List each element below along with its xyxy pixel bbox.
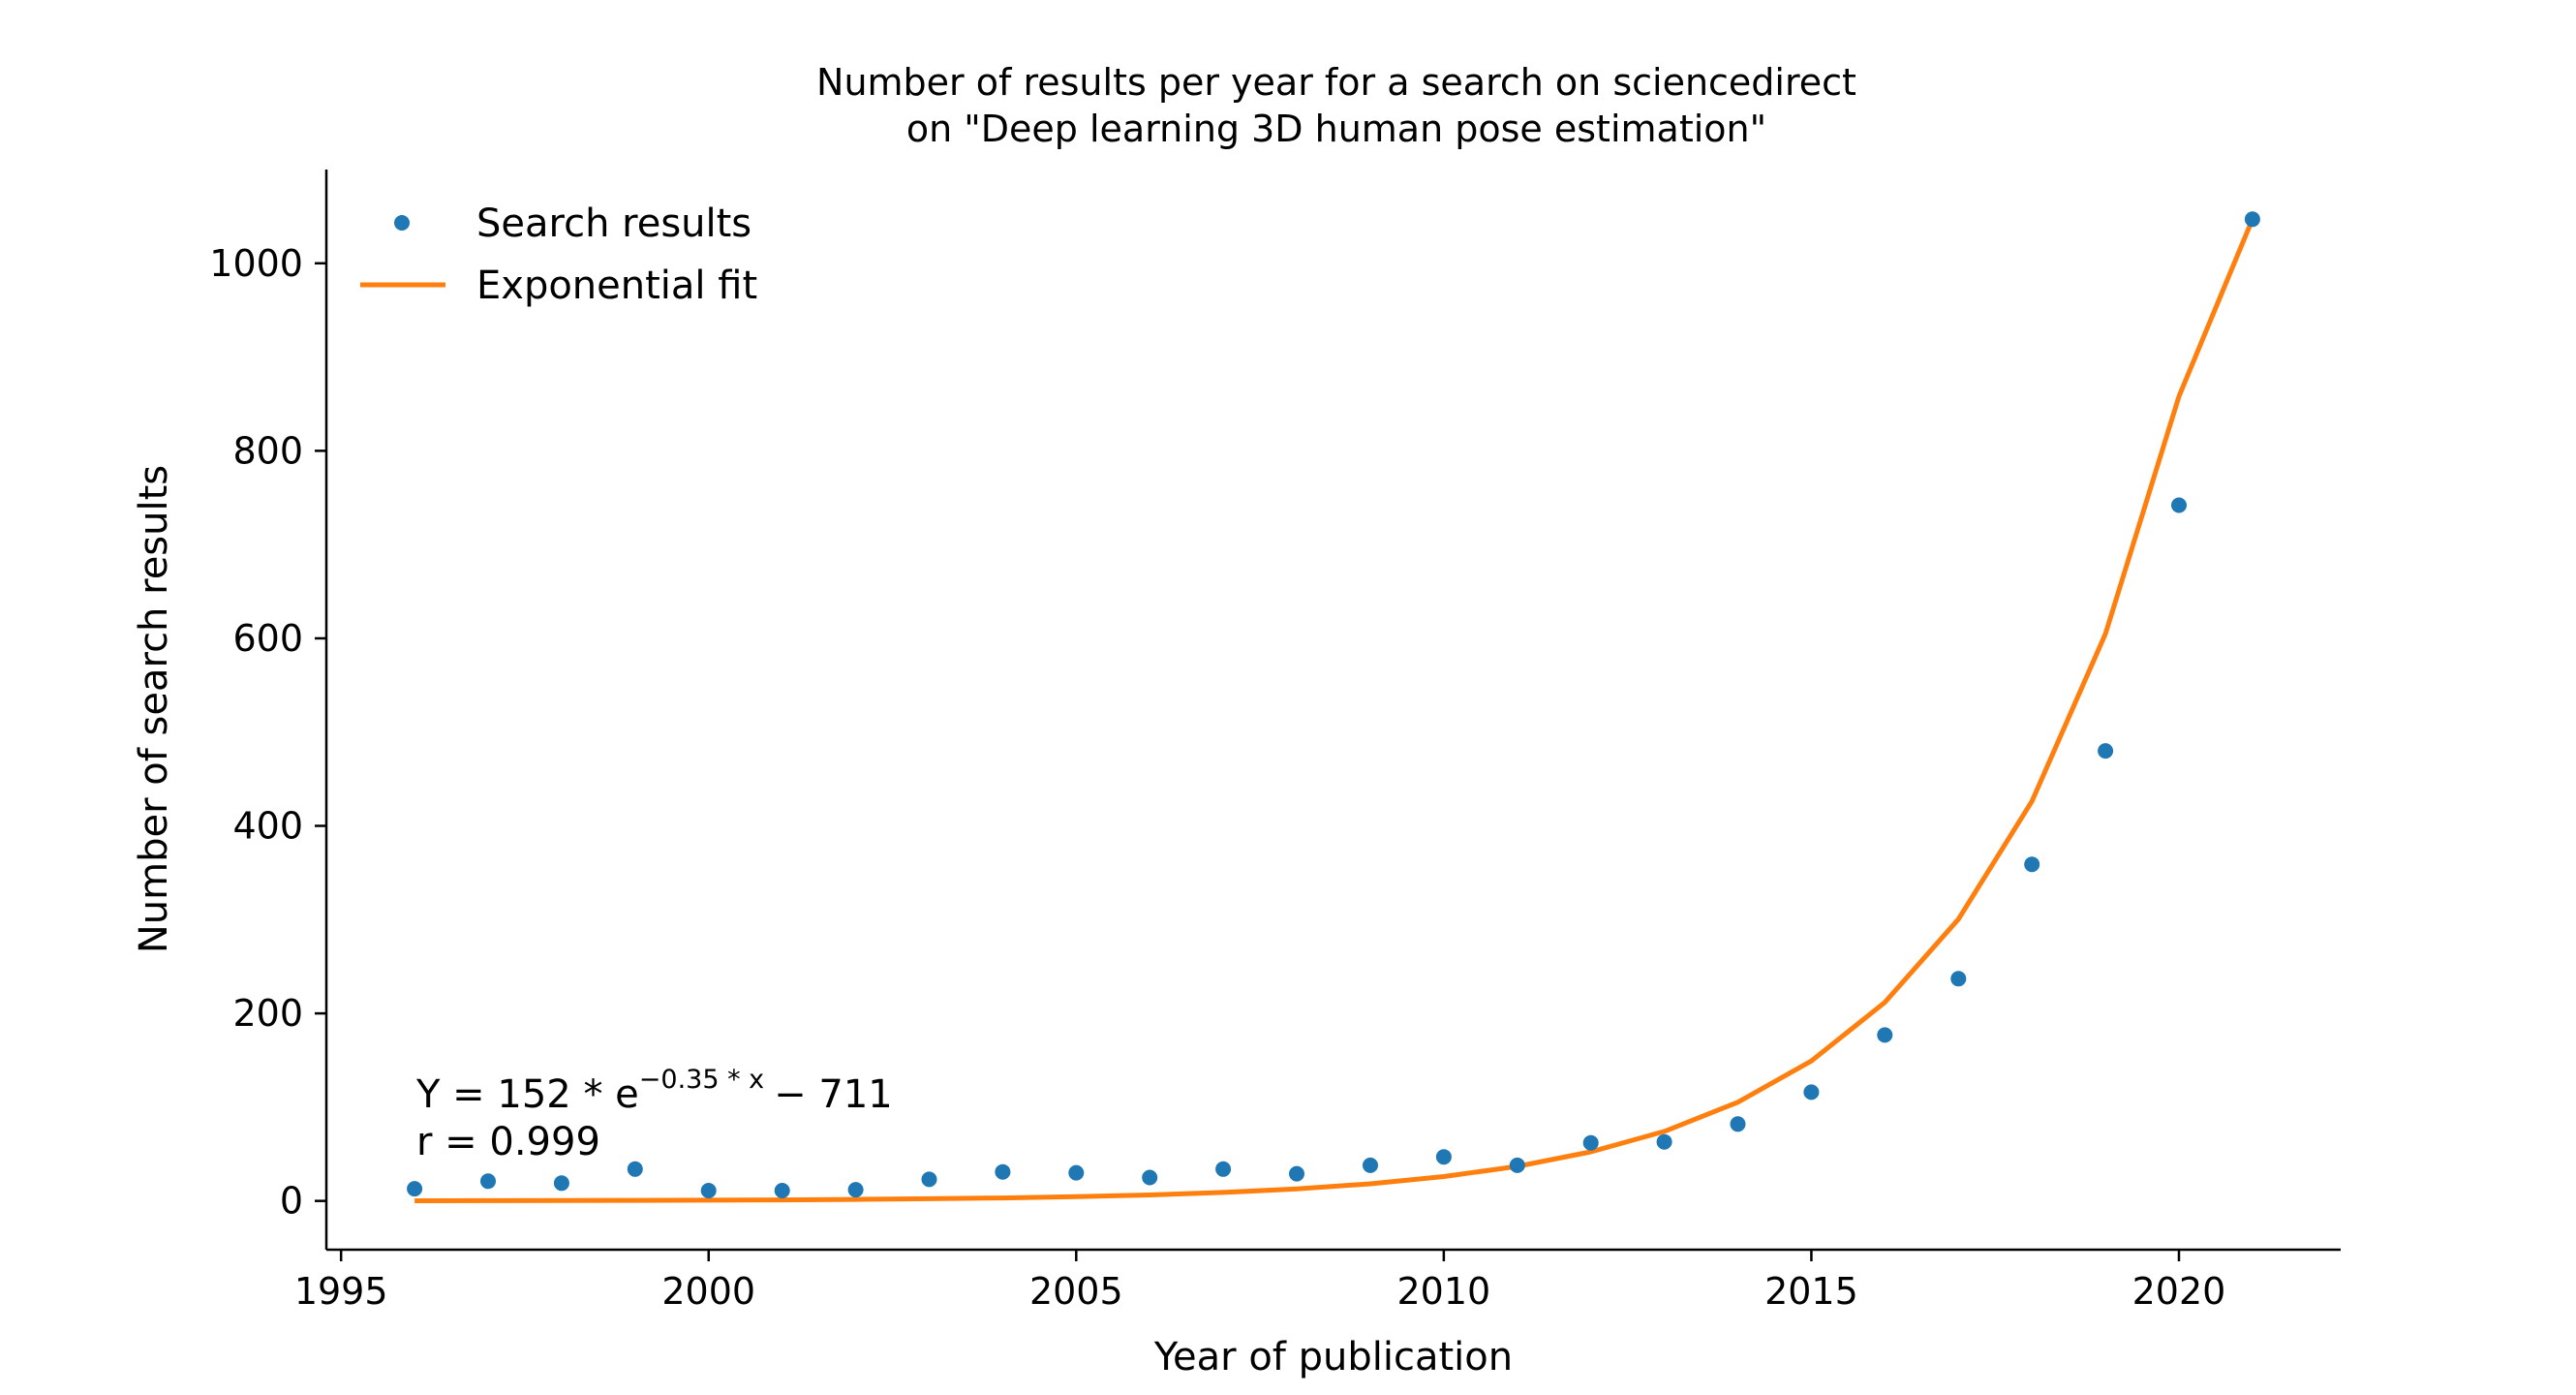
equation-tail: − 711: [774, 1072, 893, 1117]
data-point: [1068, 1164, 1085, 1181]
data-point: [2171, 497, 2187, 513]
data-point: [1656, 1133, 1672, 1150]
data-point: [2098, 743, 2114, 760]
legend-label-exponential-fit: Exponential fit: [476, 264, 757, 308]
x-axis-label: Year of publication: [1153, 1335, 1513, 1380]
data-point: [1803, 1084, 1820, 1100]
equation-text: Y = 152 * e−0.35 * x − 711: [415, 1065, 893, 1117]
fit-series: [414, 218, 2255, 1203]
data-point: [995, 1163, 1011, 1180]
y-tick-label: 800: [232, 429, 303, 472]
data-point: [1289, 1165, 1304, 1182]
data-point: [1950, 971, 1967, 987]
y-tick-label: 600: [232, 617, 303, 660]
equation-annotation: Y = 152 * e−0.35 * x − 711 r = 0.999: [415, 1065, 893, 1164]
x-tick-label: 2000: [661, 1270, 755, 1313]
data-point: [2024, 856, 2040, 873]
y-tick-label: 200: [232, 992, 303, 1035]
data-point: [553, 1175, 569, 1192]
fit-line: [414, 218, 2255, 1203]
equation-main: Y = 152 * e: [415, 1072, 639, 1117]
legend-marker-search-results: [394, 215, 410, 231]
chart-title: Number of results per year for a search …: [816, 61, 1856, 150]
equation-exponent: −0.35 * x: [639, 1065, 764, 1095]
y-tick-label: 0: [280, 1180, 303, 1223]
x-tick-label: 1995: [294, 1270, 388, 1313]
chart-title-line-1: Number of results per year for a search …: [816, 61, 1856, 104]
x-tick-label: 2005: [1029, 1270, 1123, 1313]
data-point: [1142, 1169, 1158, 1186]
x-tick-label: 2015: [1764, 1270, 1858, 1313]
data-point: [407, 1181, 423, 1197]
data-point: [1363, 1157, 1378, 1173]
legend: Search results Exponential fit: [360, 202, 757, 308]
data-point: [1435, 1149, 1452, 1165]
data-point: [774, 1183, 790, 1198]
x-tick-label: 2020: [2132, 1270, 2226, 1313]
legend-label-search-results: Search results: [476, 202, 751, 246]
y-axis-label: Number of search results: [132, 465, 176, 953]
axes: [324, 170, 2341, 1252]
data-point: [1877, 1027, 1893, 1043]
r-value-text: r = 0.999: [416, 1120, 600, 1164]
y-ticks: 0 200 400 600 800 1000: [209, 242, 326, 1223]
y-tick-label: 400: [232, 805, 303, 848]
data-point: [480, 1173, 496, 1190]
x-ticks: 1995 2000 2005 2010 2015 2020: [294, 1250, 2226, 1313]
x-tick-label: 2010: [1397, 1270, 1491, 1313]
data-point: [700, 1183, 717, 1198]
data-point: [2244, 211, 2260, 228]
data-point: [1509, 1157, 1525, 1173]
data-point: [627, 1161, 643, 1177]
chart-title-line-2: on "Deep learning 3D human pose estimati…: [906, 108, 1766, 150]
points-series: [407, 211, 2260, 1198]
data-point: [847, 1182, 864, 1198]
data-point: [1730, 1116, 1746, 1132]
data-point: [1582, 1134, 1599, 1151]
y-tick-label: 1000: [209, 242, 303, 285]
data-point: [1215, 1161, 1232, 1177]
data-point: [921, 1171, 937, 1188]
